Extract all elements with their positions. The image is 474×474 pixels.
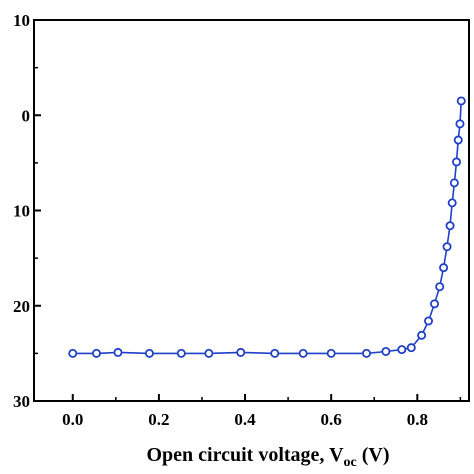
data-point xyxy=(176,348,186,358)
data-point xyxy=(397,345,407,355)
plot-area xyxy=(33,19,470,402)
x-axis-title-main: Open circuit voltage, V xyxy=(146,444,344,466)
data-point xyxy=(144,348,154,358)
data-point xyxy=(406,343,416,353)
x-tick-label: 0.0 xyxy=(62,410,83,429)
data-point xyxy=(417,330,427,340)
data-point xyxy=(298,348,308,358)
x-axis-title-unit: (V) xyxy=(357,444,390,466)
data-point xyxy=(381,346,391,356)
data-point xyxy=(439,263,449,273)
x-tick-label: 0.4 xyxy=(234,410,256,429)
x-axis-title: Open circuit voltage, Voc (V) xyxy=(146,444,389,470)
data-point xyxy=(435,282,445,292)
x-tick-label: 0.8 xyxy=(407,410,428,429)
data-point xyxy=(452,157,462,167)
data-point xyxy=(326,348,336,358)
data-point xyxy=(113,347,123,357)
data-point xyxy=(361,348,371,358)
y-tick-label: 20 xyxy=(13,297,30,316)
data-point xyxy=(442,242,452,252)
data-point xyxy=(453,135,463,145)
x-axis: 0.0 0.2 0.4 0.6 0.8 xyxy=(62,394,462,429)
data-point xyxy=(445,221,455,231)
data-point xyxy=(456,96,466,106)
series-layer xyxy=(68,96,466,358)
data-point xyxy=(449,178,459,188)
data-point xyxy=(68,348,78,358)
x-tick-label: 0.2 xyxy=(148,410,169,429)
data-point xyxy=(236,347,246,357)
data-point xyxy=(447,198,457,208)
y-tick-label: 10 xyxy=(13,202,30,221)
data-point xyxy=(424,316,434,326)
y-tick-label: 30 xyxy=(13,392,30,411)
y-tick-label: 0 xyxy=(22,106,31,125)
data-point xyxy=(430,299,440,309)
y-axis: 10 0 10 20 30 xyxy=(13,11,41,411)
x-axis-title-subscript: oc xyxy=(344,455,357,470)
data-point xyxy=(204,348,214,358)
data-point xyxy=(455,119,465,129)
x-tick-label: 0.6 xyxy=(321,410,342,429)
data-point xyxy=(270,348,280,358)
data-point xyxy=(91,348,101,358)
y-tick-label: 10 xyxy=(13,11,30,30)
